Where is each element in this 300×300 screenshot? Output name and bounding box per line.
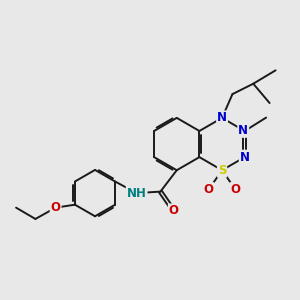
Text: O: O xyxy=(169,204,179,218)
Text: NH: NH xyxy=(127,187,147,200)
Text: S: S xyxy=(218,164,226,177)
Text: N: N xyxy=(217,111,227,124)
Text: N: N xyxy=(240,151,250,164)
Text: N: N xyxy=(238,124,248,137)
Text: O: O xyxy=(51,201,61,214)
Text: O: O xyxy=(204,183,214,196)
Text: O: O xyxy=(230,183,240,196)
